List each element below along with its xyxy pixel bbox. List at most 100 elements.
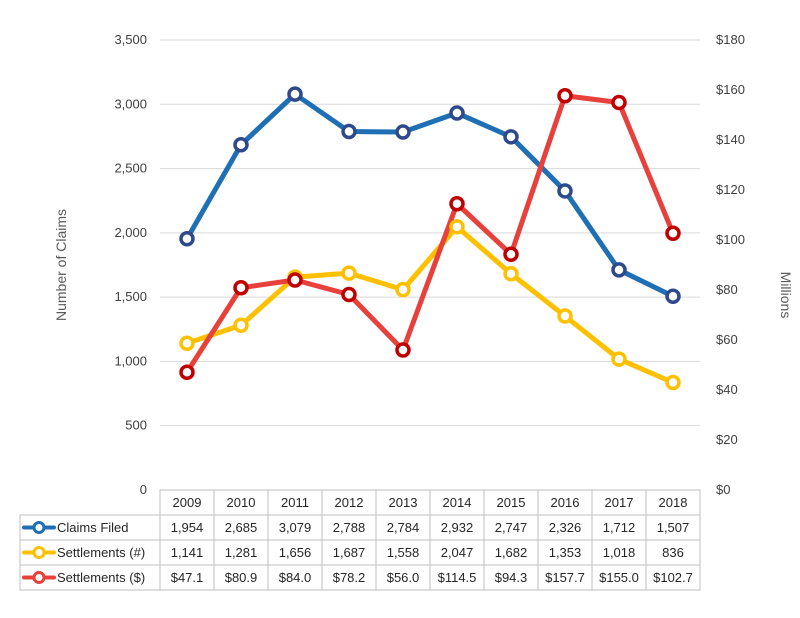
y-left-tick-label: 3,500 <box>114 32 147 47</box>
data-point-marker <box>395 281 411 298</box>
legend-entry-label: Settlements (#) <box>57 545 145 560</box>
legend-key-marker <box>32 521 46 534</box>
data-point-marker <box>395 342 411 358</box>
y-right-tick-label: $60 <box>716 332 738 347</box>
data-point-marker <box>449 219 465 235</box>
x-category-label: 2010 <box>227 495 256 510</box>
data-table-cell: 2,932 <box>441 520 474 535</box>
data-point-marker <box>287 86 303 102</box>
data-table-cell: 2,788 <box>333 520 366 535</box>
y-right-tick-label: $160 <box>716 82 745 97</box>
y-right-tick-label: $80 <box>716 282 738 297</box>
data-point-marker <box>341 123 357 140</box>
y-left-tick-label: 1,500 <box>114 289 147 304</box>
x-category-label: 2011 <box>281 495 309 510</box>
legend-key-marker <box>32 571 46 584</box>
data-point-marker <box>341 286 357 303</box>
data-point-marker <box>557 308 573 324</box>
x-category-label: 2018 <box>659 495 688 510</box>
y-right-tick-label: $40 <box>716 382 738 397</box>
data-table-cell: $157.7 <box>545 570 585 585</box>
data-table-cell: $94.3 <box>495 570 528 585</box>
data-point-marker <box>611 94 627 111</box>
data-point-marker <box>179 364 195 380</box>
x-category-label: 2015 <box>497 495 526 510</box>
data-table-cell: 1,558 <box>387 545 420 560</box>
data-table-cell: 2,747 <box>495 520 528 535</box>
data-table-cell: $114.5 <box>438 570 477 585</box>
data-table-cell: $47.1 <box>171 570 204 585</box>
data-point-marker <box>503 129 519 145</box>
data-table-cell: 1,507 <box>657 520 690 535</box>
legend-key-marker <box>32 546 46 559</box>
y-right-tick-label: $100 <box>716 232 745 247</box>
legend-entry-label: Settlements ($) <box>57 570 145 585</box>
data-point-marker <box>665 225 681 241</box>
x-category-label: 2014 <box>443 495 472 510</box>
y-right-axis-title: Millions <box>778 272 794 319</box>
data-point-marker <box>557 88 573 104</box>
x-category-label: 2017 <box>605 495 634 510</box>
data-point-marker <box>557 183 573 199</box>
data-table-cell: 1,141 <box>171 545 204 560</box>
y-right-tick-label: $0 <box>716 482 730 497</box>
series-line <box>184 93 676 375</box>
data-table-cell: 836 <box>662 545 684 560</box>
data-point-marker <box>665 374 681 391</box>
data-table-cell: 2,685 <box>225 520 258 535</box>
data-table-cell: $80.9 <box>225 570 258 585</box>
data-point-marker <box>503 265 519 282</box>
series-line <box>184 91 676 299</box>
data-table-cell: 1,712 <box>603 520 636 535</box>
data-point-marker <box>449 105 465 121</box>
y-left-tick-label: 2,500 <box>114 161 147 176</box>
data-table-cell: $78.2 <box>333 570 366 585</box>
x-category-label: 2016 <box>551 495 580 510</box>
x-category-label: 2012 <box>335 495 364 510</box>
y-right-tick-label: $180 <box>716 32 745 47</box>
data-table-cell: 3,079 <box>279 520 312 535</box>
data-point-marker <box>611 351 627 367</box>
data-point-marker <box>611 262 627 278</box>
y-left-tick-label: 1,000 <box>114 353 147 368</box>
data-point-marker <box>233 317 249 334</box>
data-table-cell: 2,784 <box>387 520 420 535</box>
data-table-cell: 1,353 <box>549 545 582 560</box>
legend-entry-label: Claims Filed <box>57 520 129 535</box>
y-left-axis-title: Number of Claims <box>53 209 69 321</box>
y-left-tick-label: 2,000 <box>114 225 147 240</box>
y-left-tick-label: 3,000 <box>114 96 147 111</box>
data-point-marker <box>341 265 357 281</box>
data-table-cell: 1,018 <box>603 545 636 560</box>
y-left-tick-label: 500 <box>125 418 147 433</box>
data-table-cell: $84.0 <box>279 570 312 585</box>
data-point-marker <box>449 196 465 212</box>
data-point-marker <box>179 335 195 352</box>
data-table-cell: 2,326 <box>549 520 582 535</box>
data-point-marker <box>233 280 249 296</box>
y-right-tick-label: $140 <box>716 132 745 147</box>
data-point-marker <box>503 246 519 262</box>
y-left-tick-label: 0 <box>140 482 147 497</box>
data-point-marker <box>233 137 249 153</box>
data-table-cell: $56.0 <box>387 570 420 585</box>
data-point-marker <box>179 231 195 247</box>
data-point-marker <box>287 272 303 288</box>
y-right-tick-label: $20 <box>716 432 738 447</box>
data-table-cell: $155.0 <box>599 570 639 585</box>
x-category-label: 2009 <box>173 495 202 510</box>
data-table-cell: 1,687 <box>333 545 366 560</box>
data-table-cell: 2,047 <box>441 545 474 560</box>
y-right-tick-label: $120 <box>716 182 745 197</box>
x-category-label: 2013 <box>389 495 418 510</box>
data-point-marker <box>395 124 411 140</box>
data-table-cell: $102.7 <box>653 570 693 585</box>
data-point-marker <box>665 288 681 304</box>
series-line <box>184 224 676 386</box>
data-table-cell: 1,954 <box>171 520 204 535</box>
data-table-cell: 1,682 <box>495 545 528 560</box>
data-table-cell: 1,281 <box>225 545 258 560</box>
data-table-cell: 1,656 <box>279 545 312 560</box>
